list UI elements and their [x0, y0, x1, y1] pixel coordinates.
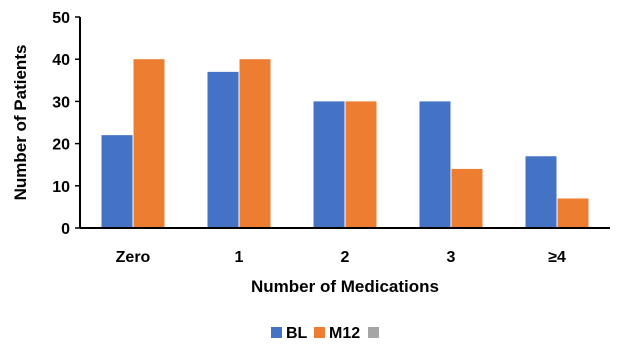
y-axis-title: Number of Patients: [11, 45, 30, 201]
legend-swatch-bl: [271, 327, 282, 338]
x-tick-label: 1: [235, 249, 244, 266]
bar-m12-2: [345, 101, 377, 228]
bar-m12-1: [239, 59, 271, 229]
y-tick-label: 0: [61, 221, 70, 238]
y-tick-label: 20: [52, 137, 70, 154]
bar-bl-3: [419, 101, 451, 228]
bar-bl-4: [525, 156, 557, 228]
legend-label-m12: M12: [329, 325, 360, 342]
x-tick-label: 3: [447, 249, 456, 266]
bar-bl-0: [101, 135, 133, 228]
y-tick-label: 30: [52, 94, 70, 111]
legend-label-bl: BL: [286, 325, 308, 342]
legend-swatch-extra: [368, 327, 379, 338]
x-tick-label: Zero: [116, 249, 151, 266]
legend-swatch-m12: [314, 327, 325, 338]
y-axis-ticks: 0 10 20 30 40 50: [52, 10, 80, 238]
bars: [101, 59, 589, 229]
y-tick-label: 10: [52, 179, 70, 196]
x-axis-title: Number of Medications: [251, 277, 439, 296]
x-axis-ticks: Zero 1 2 3 ≥4: [116, 249, 566, 266]
bar-m12-4: [557, 198, 589, 228]
y-tick-label: 50: [52, 10, 70, 27]
y-tick-label: 40: [52, 52, 70, 69]
bar-m12-0: [133, 59, 165, 229]
bar-m12-3: [451, 168, 483, 228]
bar-bl-1: [207, 71, 239, 228]
legend: BL M12: [271, 325, 379, 342]
x-tick-label: ≥4: [548, 249, 566, 266]
bar-bl-2: [313, 101, 345, 228]
x-tick-label: 2: [341, 249, 350, 266]
